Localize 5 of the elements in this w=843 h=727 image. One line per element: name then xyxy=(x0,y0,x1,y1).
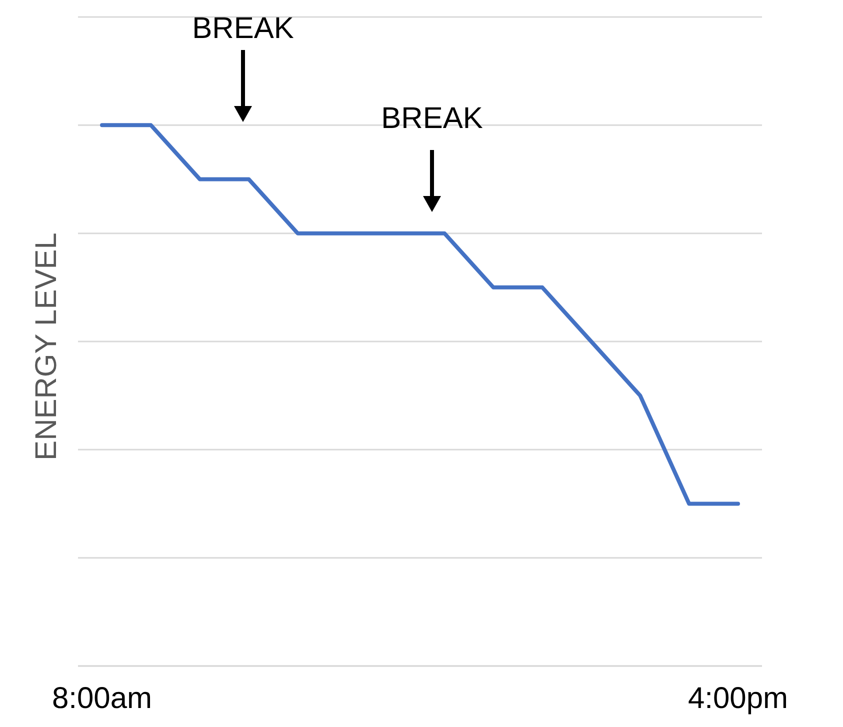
annotation: BREAK xyxy=(381,102,483,135)
y-axis-title: ENERGY LEVEL xyxy=(30,232,63,460)
x-tick-label: 4:00pm xyxy=(688,682,788,715)
x-tick-label: 8:00am xyxy=(52,682,152,715)
text: BREAK xyxy=(192,12,294,45)
